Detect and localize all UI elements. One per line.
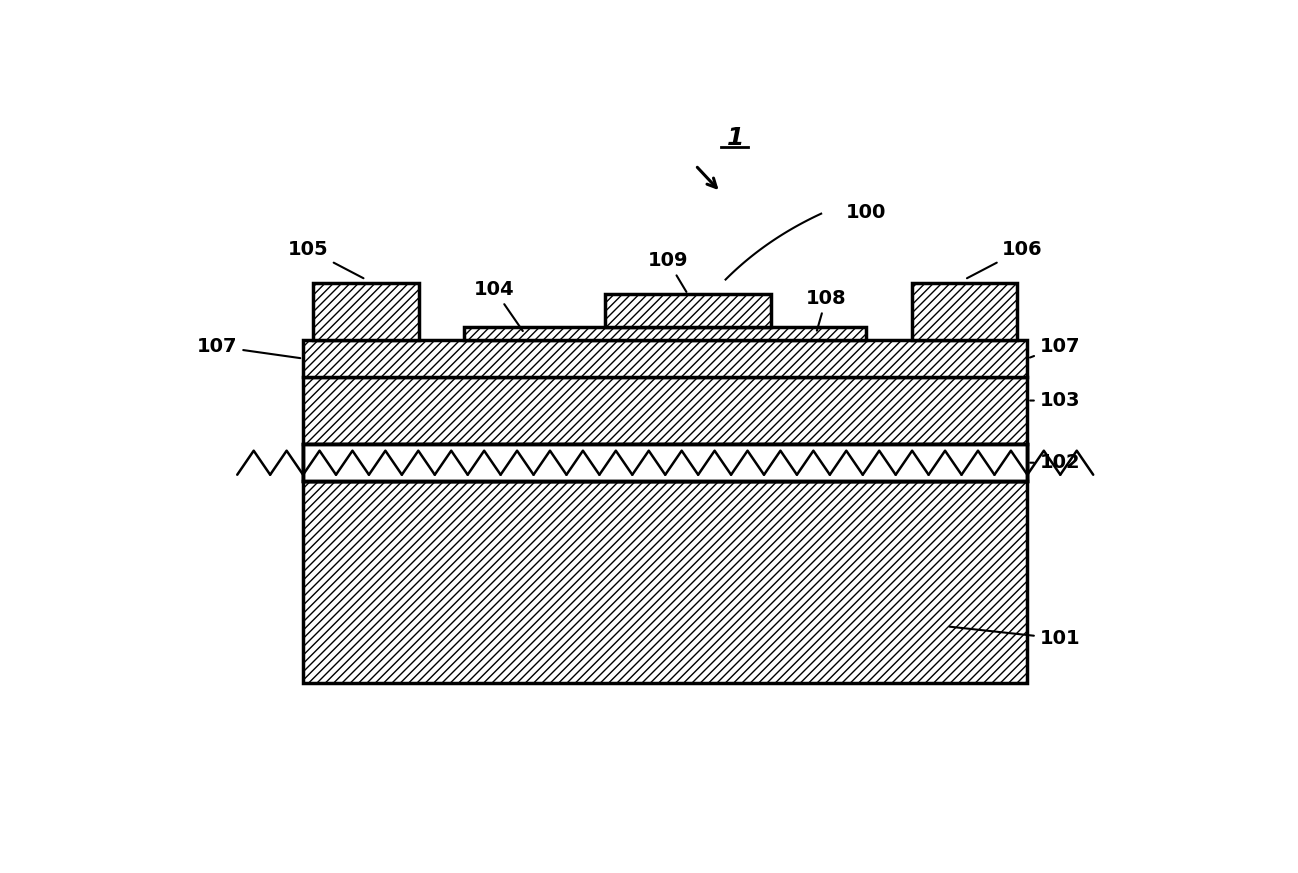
Text: 102: 102 — [1031, 453, 1080, 472]
Bar — [304, 444, 1028, 481]
Bar — [304, 377, 1028, 444]
Text: 106: 106 — [967, 240, 1042, 278]
Text: 108: 108 — [806, 289, 846, 331]
Bar — [304, 340, 1028, 377]
Text: 1: 1 — [727, 127, 744, 150]
Bar — [313, 283, 419, 340]
Bar — [304, 377, 1028, 444]
Text: 103: 103 — [1031, 391, 1080, 410]
Text: 109: 109 — [648, 251, 688, 292]
Text: 105: 105 — [288, 240, 363, 278]
Text: 100: 100 — [846, 203, 887, 222]
Bar — [911, 283, 1018, 340]
Text: 107: 107 — [197, 337, 300, 358]
Bar — [304, 340, 1028, 377]
Bar — [911, 283, 1018, 340]
Bar — [605, 294, 771, 327]
Bar — [304, 481, 1028, 683]
Text: 107: 107 — [1031, 337, 1080, 358]
Bar — [304, 444, 1028, 481]
Bar — [304, 444, 1028, 481]
Bar — [304, 444, 1028, 481]
Bar — [304, 481, 1028, 683]
Bar — [465, 327, 867, 340]
Bar — [313, 283, 419, 340]
Bar — [465, 327, 867, 340]
Text: 101: 101 — [950, 627, 1080, 648]
Text: 104: 104 — [474, 280, 523, 331]
Bar — [605, 294, 771, 327]
